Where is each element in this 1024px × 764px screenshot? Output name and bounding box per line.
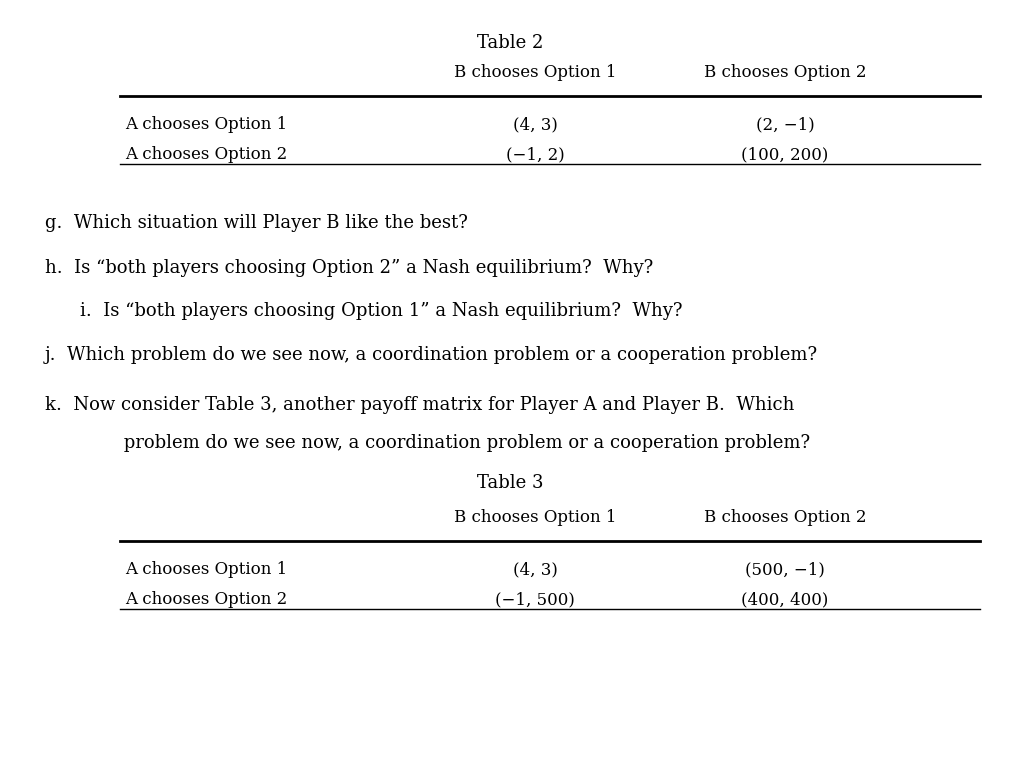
- Text: j.  Which problem do we see now, a coordination problem or a cooperation problem: j. Which problem do we see now, a coordi…: [45, 346, 818, 364]
- Text: (−1, 500): (−1, 500): [495, 591, 574, 608]
- Text: (−1, 2): (−1, 2): [506, 146, 564, 163]
- Text: A chooses Option 1: A chooses Option 1: [125, 561, 288, 578]
- Text: (2, −1): (2, −1): [756, 116, 814, 133]
- Text: B chooses Option 2: B chooses Option 2: [703, 64, 866, 81]
- Text: (4, 3): (4, 3): [513, 116, 557, 133]
- Text: Table 3: Table 3: [477, 474, 544, 492]
- Text: Table 2: Table 2: [477, 34, 543, 52]
- Text: B chooses Option 1: B chooses Option 1: [454, 509, 616, 526]
- Text: h.  Is “both players choosing Option 2” a Nash equilibrium?  Why?: h. Is “both players choosing Option 2” a…: [45, 259, 653, 277]
- Text: (500, −1): (500, −1): [745, 561, 825, 578]
- Text: A chooses Option 2: A chooses Option 2: [125, 146, 288, 163]
- Text: (4, 3): (4, 3): [513, 561, 557, 578]
- Text: (400, 400): (400, 400): [741, 591, 828, 608]
- Text: problem do we see now, a coordination problem or a cooperation problem?: problem do we see now, a coordination pr…: [95, 434, 810, 452]
- Text: k.  Now consider Table 3, another payoff matrix for Player A and Player B.  Whic: k. Now consider Table 3, another payoff …: [45, 396, 795, 414]
- Text: i.  Is “both players choosing Option 1” a Nash equilibrium?  Why?: i. Is “both players choosing Option 1” a…: [80, 302, 683, 320]
- Text: (100, 200): (100, 200): [741, 146, 828, 163]
- Text: B chooses Option 1: B chooses Option 1: [454, 64, 616, 81]
- Text: g.  Which situation will Player B like the best?: g. Which situation will Player B like th…: [45, 214, 468, 232]
- Text: B chooses Option 2: B chooses Option 2: [703, 509, 866, 526]
- Text: A chooses Option 1: A chooses Option 1: [125, 116, 288, 133]
- Text: A chooses Option 2: A chooses Option 2: [125, 591, 288, 608]
